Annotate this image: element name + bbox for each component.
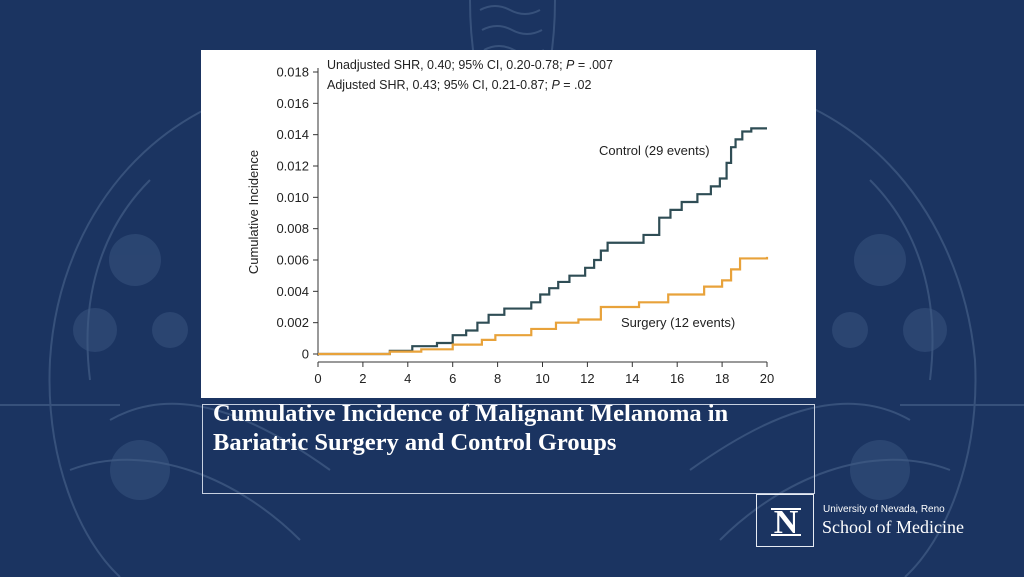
y-tick-label: 0.004 xyxy=(276,284,309,299)
x-axis-ticks: 0 2 4 6 8 10 12 14 16 18 20 xyxy=(314,362,774,386)
x-tick-label: 14 xyxy=(625,371,639,386)
y-tick-label: 0.010 xyxy=(276,190,309,205)
series-line-surgery xyxy=(318,256,769,356)
y-tick-label: 0.012 xyxy=(276,159,309,174)
x-tick-label: 4 xyxy=(404,371,411,386)
figure-caption: Cumulative Incidence of Malignant Melano… xyxy=(213,400,729,456)
y-tick-label: 0.002 xyxy=(276,315,309,330)
y-tick-label: 0.018 xyxy=(276,65,309,80)
university-name: University of Nevada, Reno xyxy=(823,504,945,515)
series-layer xyxy=(318,127,769,356)
caption-box: Cumulative Incidence of Malignant Melano… xyxy=(202,400,815,494)
y-tick-label: 0 xyxy=(302,347,309,362)
stat-annotation-unadjusted: Unadjusted SHR, 0.40; 95% CI, 0.20-0.78;… xyxy=(327,58,613,72)
y-tick-label: 0.006 xyxy=(276,253,309,268)
chart-panel: 0 0.002 0.004 0.006 0.008 0.010 0.012 0.014 0.01… xyxy=(201,50,816,398)
x-tick-label: 18 xyxy=(715,371,729,386)
stat-annotation-adjusted: Adjusted SHR, 0.43; 95% CI, 0.21-0.87; P… xyxy=(327,78,591,92)
x-tick-label: 16 xyxy=(670,371,684,386)
x-tick-label: 0 xyxy=(314,371,321,386)
series-line-control xyxy=(318,127,767,356)
x-tick-label: 12 xyxy=(580,371,594,386)
x-tick-label: 10 xyxy=(535,371,549,386)
x-tick-label: 20 xyxy=(760,371,774,386)
university-logo: N xyxy=(756,494,814,547)
cumulative-incidence-chart: 0 0.002 0.004 0.006 0.008 0.010 0.012 0.014 0.01… xyxy=(246,58,774,386)
y-tick-label: 0.014 xyxy=(276,127,309,142)
x-tick-label: 8 xyxy=(494,371,501,386)
series-label-control: Control (29 events) xyxy=(599,143,710,158)
series-label-surgery: Surgery (12 events) xyxy=(621,315,735,330)
school-name: School of Medicine xyxy=(822,517,964,537)
y-tick-label: 0.008 xyxy=(276,221,309,236)
x-tick-label: 6 xyxy=(449,371,456,386)
x-tick-label: 2 xyxy=(359,371,366,386)
n-logo-icon: N xyxy=(771,504,801,541)
y-axis-ticks: 0 0.002 0.004 0.006 0.008 0.010 0.012 0.014 0.01… xyxy=(276,65,318,362)
y-tick-label: 0.016 xyxy=(276,96,309,111)
y-axis-label: Cumulative Incidence xyxy=(246,150,261,274)
